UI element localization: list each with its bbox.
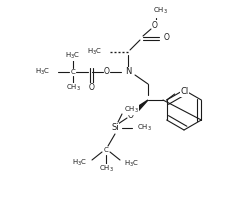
Text: C: C bbox=[70, 69, 75, 75]
Text: $\mathregular{CH_3}$: $\mathregular{CH_3}$ bbox=[152, 6, 167, 16]
Text: $\mathregular{CH_3}$: $\mathregular{CH_3}$ bbox=[65, 83, 80, 93]
Text: O: O bbox=[151, 20, 157, 29]
Text: Si: Si bbox=[111, 123, 118, 132]
Text: C: C bbox=[103, 147, 108, 153]
Text: O: O bbox=[128, 111, 133, 120]
Text: $\mathregular{H_3C}$: $\mathregular{H_3C}$ bbox=[65, 51, 80, 61]
Polygon shape bbox=[132, 100, 147, 114]
Text: O: O bbox=[163, 34, 169, 43]
Text: O: O bbox=[104, 68, 109, 77]
Text: $\mathregular{H_3C}$: $\mathregular{H_3C}$ bbox=[35, 67, 50, 77]
Text: $\mathregular{CH_3}$: $\mathregular{CH_3}$ bbox=[98, 164, 113, 174]
Text: O: O bbox=[89, 83, 95, 92]
Text: $\mathregular{H_3C}$: $\mathregular{H_3C}$ bbox=[123, 159, 139, 169]
Text: $\mathregular{H_3C}$: $\mathregular{H_3C}$ bbox=[72, 158, 87, 168]
Text: $\mathregular{H_3C}$: $\mathregular{H_3C}$ bbox=[87, 47, 101, 57]
Text: $\mathregular{CH_3}$: $\mathregular{CH_3}$ bbox=[123, 105, 138, 115]
Text: $\mathregular{CH_3}$: $\mathregular{CH_3}$ bbox=[136, 123, 151, 133]
Text: Cl: Cl bbox=[180, 88, 188, 97]
Text: N: N bbox=[124, 68, 131, 77]
